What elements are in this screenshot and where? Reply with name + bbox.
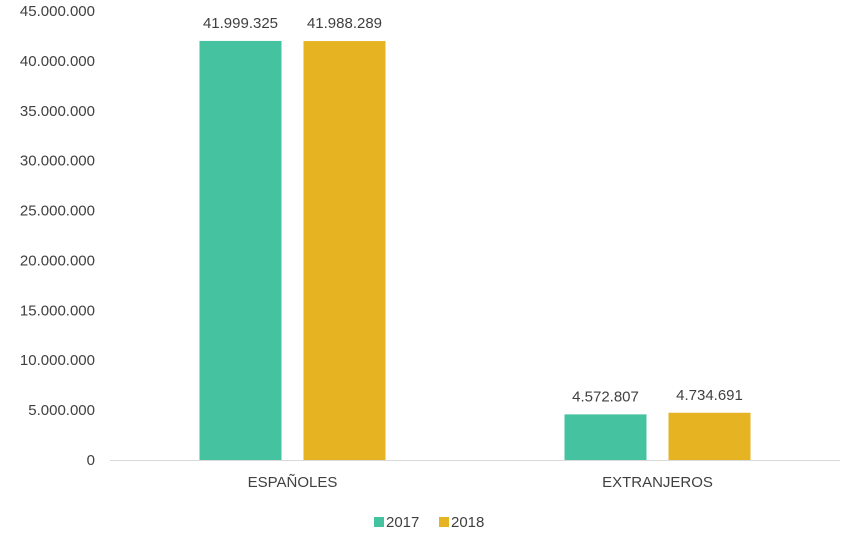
y-tick-label: 5.000.000 [28, 402, 95, 419]
y-tick-label: 15.000.000 [20, 302, 95, 319]
y-tick-label: 0 [87, 452, 95, 469]
y-tick-label: 35.000.000 [20, 103, 95, 120]
bars [199, 40, 751, 461]
data-label: 4.734.691 [676, 387, 743, 404]
bar-2017-1 [564, 414, 647, 460]
y-tick-label: 20.000.000 [20, 252, 95, 269]
legend-label-2017: 2017 [386, 514, 419, 531]
x-axis: ESPAÑOLES EXTRANJEROS [110, 460, 840, 491]
bar-2017-0 [199, 40, 282, 461]
legend-label-2018: 2018 [451, 514, 484, 531]
legend: 2017 2018 [374, 514, 484, 531]
y-tick-label: 30.000.000 [20, 153, 95, 170]
y-axis: 0 5.000.000 10.000.000 15.000.000 20.000.000… [20, 3, 95, 469]
data-label: 4.572.807 [572, 388, 639, 405]
x-tick-label: ESPAÑOLES [248, 474, 338, 491]
data-label: 41.999.325 [203, 15, 278, 32]
bar-2018-0 [303, 41, 386, 461]
data-label: 41.988.289 [307, 15, 382, 32]
legend-swatch-2017 [374, 517, 384, 527]
y-tick-label: 25.000.000 [20, 203, 95, 220]
y-tick-label: 10.000.000 [20, 352, 95, 369]
legend-swatch-2018 [439, 517, 449, 527]
bar-2018-1 [668, 412, 751, 460]
y-tick-label: 40.000.000 [20, 53, 95, 70]
data-labels: 41.999.325 41.988.289 4.572.807 4.734.691 [203, 15, 743, 405]
x-tick-label: EXTRANJEROS [602, 474, 713, 491]
y-tick-label: 45.000.000 [20, 3, 95, 20]
